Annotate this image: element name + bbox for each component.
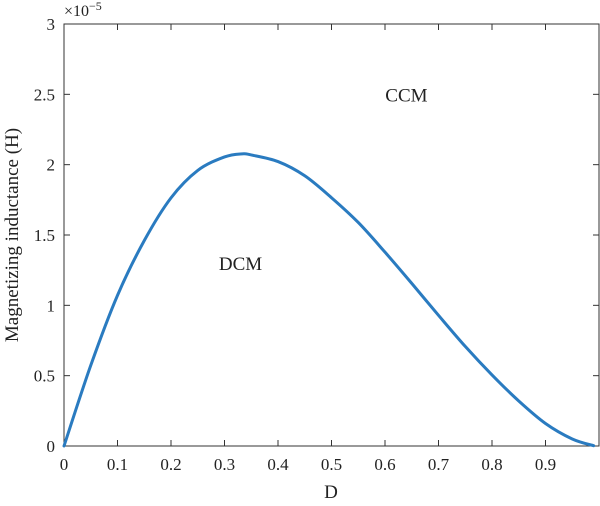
x-tick-label: 0.2 xyxy=(160,455,181,474)
y-multiplier-base: ×10 xyxy=(64,3,89,20)
x-tick-label: 0 xyxy=(60,455,69,474)
x-tick-label: 0.1 xyxy=(107,455,128,474)
x-tick-label: 0.4 xyxy=(267,455,289,474)
x-tick-label: 0.7 xyxy=(428,455,450,474)
x-tick-label: 0.5 xyxy=(321,455,342,474)
y-axis-label: Magnetizing inductance (H) xyxy=(2,128,23,342)
y-tick-label: 0.5 xyxy=(34,367,55,386)
axis-ticks: 0 0.1 0.2 0.3 0.4 0.5 0.6 0.7 0.8 0.9 0 0.5 1 1.5 2 2.5… xyxy=(34,15,599,474)
y-tick-label: 1 xyxy=(47,296,56,315)
y-tick-label: 2 xyxy=(47,156,56,175)
series-group xyxy=(62,152,596,448)
y-tick-label: 1.5 xyxy=(34,226,55,245)
plot-frame xyxy=(63,23,600,447)
region-label-ccm: CCM xyxy=(385,85,427,106)
y-tick-label: 3 xyxy=(47,15,56,34)
x-axis-label: D xyxy=(324,482,338,503)
region-label-dcm: DCM xyxy=(219,254,262,275)
x-tick-label: 0.3 xyxy=(214,455,235,474)
y-multiplier-exponent: −5 xyxy=(89,0,102,13)
series-line-0 xyxy=(62,152,596,448)
y-tick-label: 2.5 xyxy=(34,85,55,104)
y-tick-label: 0 xyxy=(47,437,56,456)
annotations-group: CCM DCM xyxy=(219,85,428,275)
x-tick-label: 0.6 xyxy=(374,455,395,474)
x-tick-label: 0.9 xyxy=(535,455,556,474)
y-multiplier-label: ×10−5 xyxy=(64,0,102,20)
x-tick-label: 0.8 xyxy=(481,455,502,474)
